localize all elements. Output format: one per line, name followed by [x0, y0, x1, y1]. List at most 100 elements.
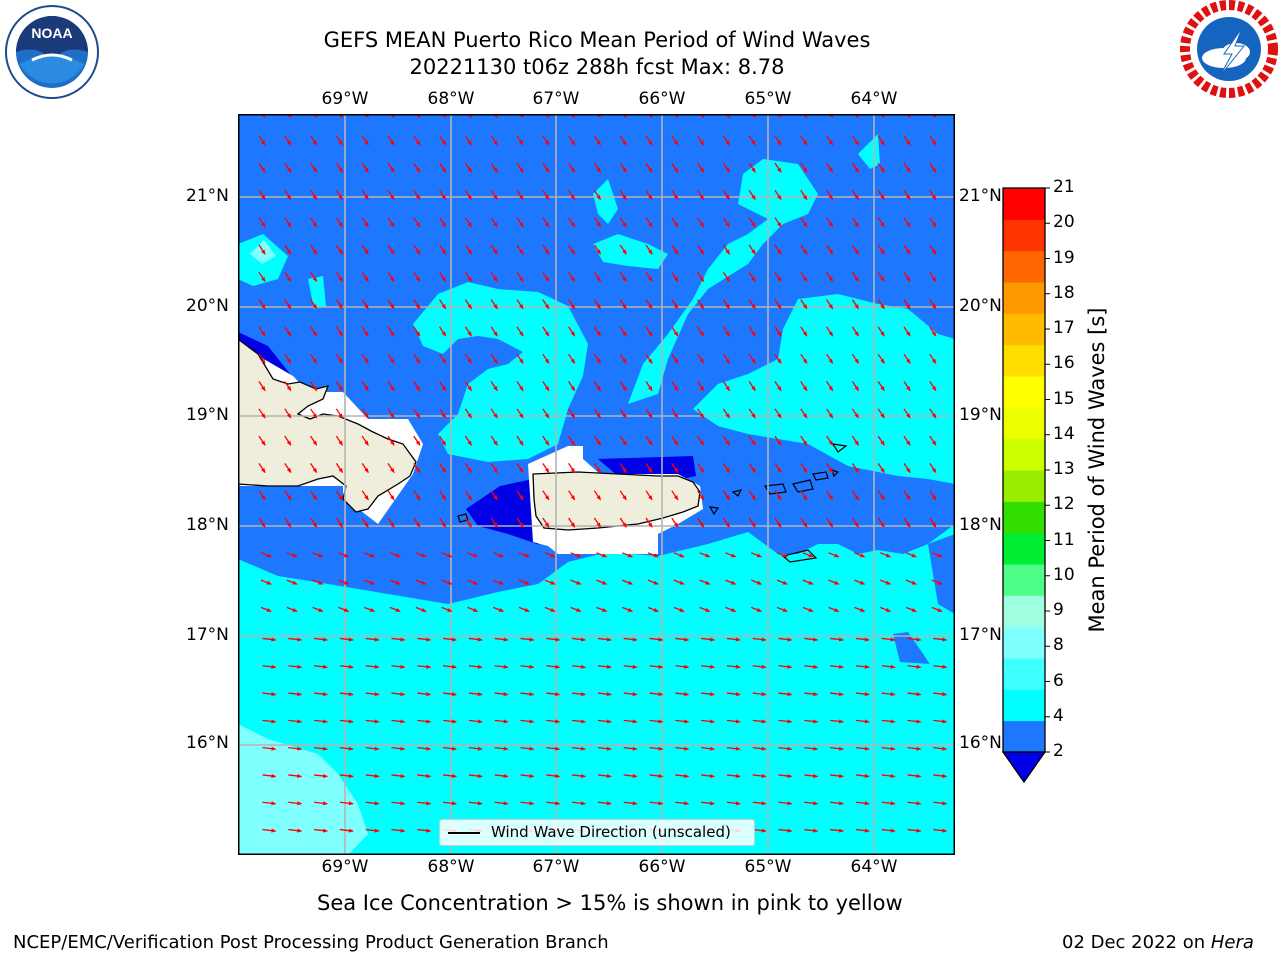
wave-arrow-head [916, 774, 922, 778]
colorbar-tick-label: 13 [1053, 459, 1075, 479]
wave-arrow-head [658, 664, 664, 669]
wave-arrow-head [519, 249, 524, 255]
wave-arrow-head [286, 222, 292, 228]
wave-arrow-head [322, 637, 329, 642]
footer-date-text: 02 Dec 2022 on [1062, 932, 1211, 953]
wave-arrow-head [472, 580, 479, 585]
wave-arrow-head [570, 222, 576, 228]
lat-label-left: 20°N [186, 296, 229, 316]
wave-arrow-head [622, 495, 627, 501]
wave-arrow-head [580, 637, 587, 642]
wave-arrow-head [606, 692, 612, 697]
wave-arrow-head [673, 467, 679, 474]
wave-arrow-head [699, 331, 705, 337]
wave-arrow-head [828, 140, 834, 146]
wave-arrow-head [751, 222, 756, 228]
wave-arrow-head [880, 522, 885, 528]
wave-arrow-head [911, 580, 917, 585]
wave-arrow-head [467, 358, 472, 365]
colorbar [990, 180, 1050, 788]
wave-arrow-head [271, 664, 277, 669]
wave-arrow-head [596, 194, 601, 201]
wave-arrow-head [467, 522, 472, 528]
wave-arrow-head [885, 580, 892, 585]
wave-arrow-head [261, 194, 266, 201]
wave-arrow-head [735, 692, 741, 697]
lat-label-left: 19°N [186, 405, 229, 425]
wave-arrow-head [777, 413, 782, 419]
wave-arrow-head [519, 358, 524, 365]
wave-arrow-head [580, 664, 587, 669]
wave-arrow-head [374, 637, 380, 642]
wave-arrow-head [519, 386, 524, 392]
wave-arrow-head [906, 304, 911, 310]
wave-arrow-head [761, 664, 767, 669]
wave-arrow-head [622, 304, 627, 310]
wave-arrow-head [854, 331, 859, 337]
wave-arrow-head [426, 664, 432, 669]
wave-arrow-head [808, 553, 814, 558]
wave-arrow-head [544, 440, 550, 446]
wave-arrow-head [942, 746, 948, 751]
wave-arrow-head [787, 637, 793, 642]
wave-arrow-head [684, 664, 690, 669]
wave-arrow-head [312, 167, 318, 173]
lon-label-bottom: 64°W [850, 857, 898, 877]
wave-arrow-head [813, 637, 819, 642]
colorbar-tick-label: 10 [1053, 564, 1075, 585]
wave-arrow-head [261, 440, 266, 446]
wave-arrow-head [931, 440, 937, 446]
wave-arrow-head [395, 608, 401, 612]
wave-arrow-head [813, 719, 819, 724]
wave-arrow-head [271, 774, 277, 778]
wave-arrow-head [271, 828, 277, 833]
wave-arrow-head [312, 222, 318, 228]
wave-arrow-head [880, 358, 885, 365]
wave-arrow-head [838, 828, 845, 833]
wave-arrow-head [730, 608, 737, 612]
wave-arrow-head [338, 140, 343, 146]
wave-arrow-head [596, 276, 601, 283]
wave-arrow-head [890, 719, 896, 724]
wave-arrow-head [622, 522, 627, 528]
wave-arrow-head [808, 580, 814, 585]
wave-arrow-head [261, 331, 266, 337]
wave-arrow-head [390, 522, 395, 528]
wave-arrow-head [864, 774, 870, 778]
wave-arrow-head [364, 276, 369, 283]
wave-arrow-head [451, 664, 458, 669]
wave-arrow-head [498, 580, 505, 585]
wave-arrow-head [596, 413, 601, 419]
wave-arrow-head [632, 664, 638, 669]
wave-arrow-head [673, 140, 679, 146]
wave-arrow-head [374, 828, 380, 833]
wave-arrow-head [864, 746, 870, 751]
wave-arrow-head [854, 276, 859, 283]
wave-arrow-head [400, 828, 406, 833]
wave-arrow-head [426, 746, 432, 751]
colorbar-tick-label: 15 [1053, 388, 1075, 409]
wave-arrow-head [415, 249, 421, 255]
wave-arrow-head [369, 608, 376, 612]
wave-arrow-head [777, 194, 782, 201]
wave-arrow-head [756, 608, 763, 612]
lon-label-bottom: 65°W [744, 857, 792, 877]
wave-arrow-head [451, 719, 458, 724]
wave-arrow-head [286, 276, 292, 283]
wave-arrow-head [266, 580, 272, 585]
wave-arrow-head [632, 719, 638, 724]
wave-arrow-head [777, 249, 782, 255]
wave-arrow-head [318, 553, 324, 558]
colorbar-tick-label: 11 [1053, 529, 1075, 550]
wave-arrow-head [570, 358, 576, 365]
wave-arrow-head [395, 553, 401, 558]
wave-arrow-head [343, 608, 350, 612]
wave-arrow-head [390, 276, 395, 283]
wave-arrow-head [261, 386, 266, 392]
wave-arrow-head [426, 774, 432, 778]
wave-arrow-head [286, 522, 292, 528]
chart-subtitle: 20221130 t06z 288h fcst Max: 8.78 [409, 55, 785, 79]
wave-arrow-head [838, 801, 845, 806]
colorbar-segment [1003, 470, 1045, 502]
wave-arrow-head [699, 495, 705, 501]
